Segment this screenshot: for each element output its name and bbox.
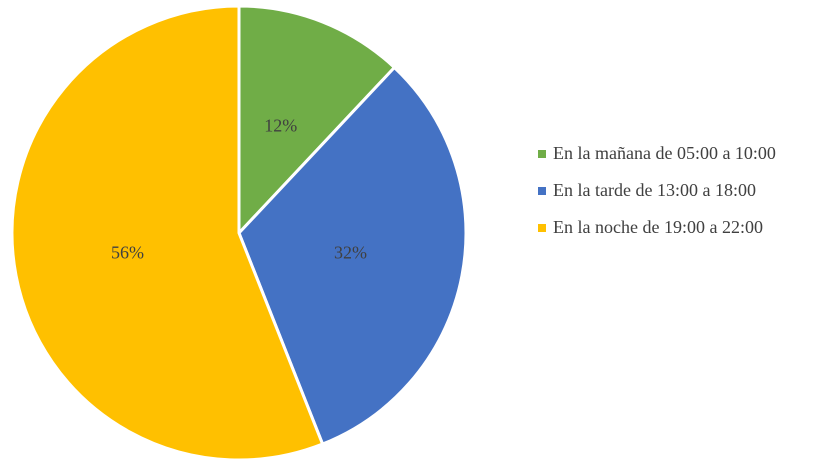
legend: En la mañana de 05:00 a 10:00 En la tarde…: [538, 142, 828, 253]
legend-item: En la tarde de 13:00 a 18:00: [538, 179, 828, 202]
pie-slice: [237, 65, 468, 447]
legend-label: En la tarde de 13:00 a 18:00: [553, 180, 756, 200]
legend-swatch: [538, 150, 546, 158]
legend-swatch: [538, 187, 546, 195]
legend-swatch: [538, 224, 546, 232]
data-label: 56%: [111, 242, 144, 262]
pie-slice: [10, 4, 325, 460]
pie-slice: [237, 4, 397, 237]
legend-item: En la mañana de 05:00 a 10:00: [538, 142, 828, 165]
legend-label: En la mañana de 05:00 a 10:00: [553, 143, 776, 163]
legend-item: En la noche de 19:00 a 22:00: [538, 216, 828, 239]
data-label: 12%: [264, 116, 297, 136]
legend-label: En la noche de 19:00 a 22:00: [553, 217, 763, 237]
data-label: 32%: [334, 242, 367, 262]
